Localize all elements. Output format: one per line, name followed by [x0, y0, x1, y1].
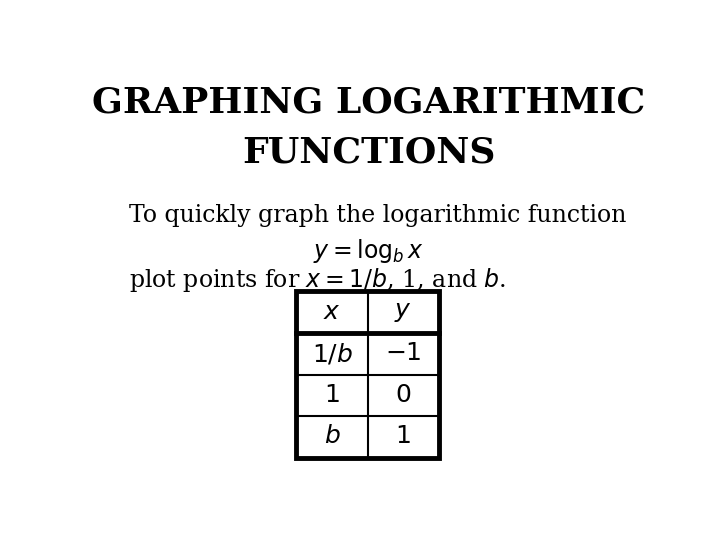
- Text: plot points for $x = 1/b$, 1, and $b$.: plot points for $x = 1/b$, 1, and $b$.: [129, 266, 506, 294]
- Text: $1/b$: $1/b$: [312, 341, 353, 366]
- Text: FUNCTIONS: FUNCTIONS: [243, 136, 495, 170]
- Text: GRAPHING LOGARITHMIC: GRAPHING LOGARITHMIC: [92, 85, 646, 119]
- Text: $0$: $0$: [395, 384, 411, 407]
- Text: $1$: $1$: [324, 384, 340, 407]
- Text: $x$: $x$: [323, 301, 341, 323]
- Text: To quickly graph the logarithmic function: To quickly graph the logarithmic functio…: [129, 204, 626, 227]
- Text: $y$: $y$: [395, 301, 412, 323]
- Text: $1$: $1$: [395, 426, 411, 448]
- Bar: [297, 292, 438, 458]
- Text: $-1$: $-1$: [385, 342, 421, 365]
- Text: $y = \mathrm{log}_b\, x$: $y = \mathrm{log}_b\, x$: [313, 238, 425, 265]
- Text: $b$: $b$: [324, 426, 341, 448]
